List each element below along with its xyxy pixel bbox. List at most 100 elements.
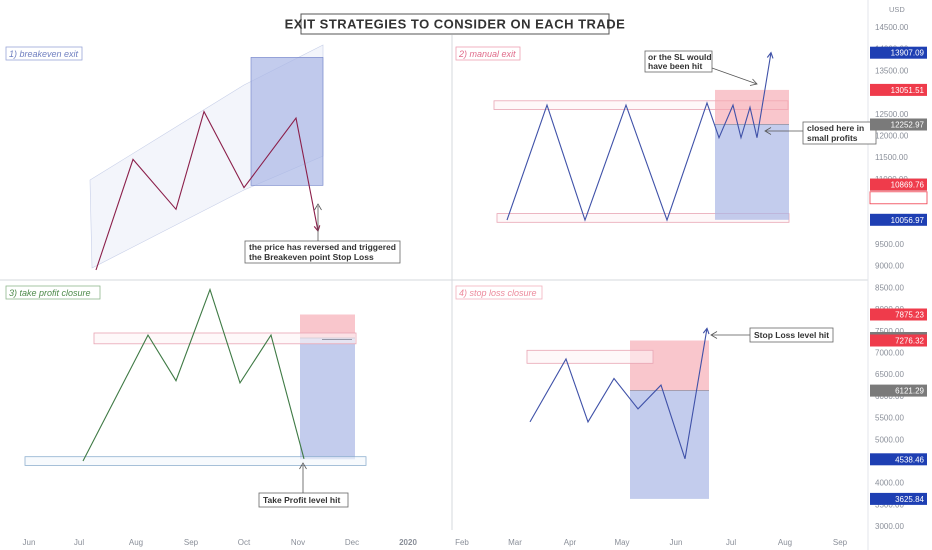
time-label: 2020 <box>399 538 417 547</box>
manual-sl-arrow-line <box>711 67 758 85</box>
price-lines-layer <box>82 51 774 462</box>
price-tick-label: 12500.00 <box>875 110 909 119</box>
chart-title: EXIT STRATEGIES TO CONSIDER ON EACH TRAD… <box>285 13 625 35</box>
breakeven-note-box <box>244 240 401 264</box>
price-tick-label: 8500.00 <box>875 283 904 292</box>
manual-sl-annotation: or the SL would have been hit <box>644 50 758 86</box>
panel-4-price-line <box>529 328 708 459</box>
manual-sl-arrow-head <box>749 78 758 86</box>
price-tag[interactable]: 10056.97 <box>870 213 927 226</box>
price-tag[interactable]: 12252.97 <box>870 118 927 131</box>
price-tag-background <box>870 46 927 59</box>
stop-loss-note-text: Stop Loss level hit <box>754 330 829 340</box>
panel-4-title: 4) stop loss closure <box>459 288 537 298</box>
breakeven-arrow-head <box>314 203 322 211</box>
manual-close-annotation: closed here in small profits <box>764 121 877 145</box>
price-tag-label: 13907.09 <box>891 49 925 58</box>
price-tag[interactable]: 3625.84 <box>870 492 927 505</box>
price-tick-label: 5000.00 <box>875 435 904 444</box>
price-tag[interactable]: 10563.74 <box>869 191 928 205</box>
manual-close-arrow-head <box>764 127 772 135</box>
manual-sl-note-box <box>644 50 713 73</box>
price-tag-label: 6121.29 <box>895 387 924 396</box>
panel-2-label: 2) manual exit <box>455 46 521 61</box>
price-tag[interactable]: 7276.32 <box>870 334 927 347</box>
time-label: Sep <box>184 538 199 547</box>
time-label: Apr <box>564 538 577 547</box>
take-profit-annotation: Take Profit level hit <box>258 462 349 508</box>
price-tag[interactable]: 6121.29 <box>870 384 927 397</box>
stop-loss-note-box <box>749 327 834 343</box>
panel-4-label-box <box>455 285 543 300</box>
price-tick-label: 9000.00 <box>875 262 904 271</box>
panel-3-title: 3) take profit closure <box>9 288 91 298</box>
panel-4-label: 4) stop loss closure <box>455 285 543 300</box>
panel-2-trade-profit-zone <box>715 124 789 220</box>
price-tags[interactable]: 13907.0913051.5112252.9710869.7710869.76… <box>869 46 928 505</box>
time-label: Feb <box>455 538 469 547</box>
panel-3-support-zone <box>24 456 367 466</box>
breakeven-note-line-2: the Breakeven point Stop Loss <box>249 252 374 262</box>
time-label: Mar <box>508 538 522 547</box>
time-label: Dec <box>345 538 359 547</box>
price-tick-label: 4000.00 <box>875 479 904 488</box>
panel-3-label-box <box>5 285 101 300</box>
panel-1-label-box <box>5 46 83 61</box>
price-tag[interactable]: 10869.76 <box>870 178 927 191</box>
time-label: Jun <box>23 538 36 547</box>
panel-4-arrow-head <box>702 327 710 335</box>
time-label: May <box>614 538 629 547</box>
manual-sl-note-line-2: have been hit <box>648 61 702 71</box>
price-tag-label: 12252.97 <box>891 121 925 130</box>
price-tag-label: 10869.76 <box>891 181 925 190</box>
price-tag[interactable]: 13051.51 <box>870 83 927 96</box>
axis-unit-label: USD <box>889 5 905 14</box>
price-tag-label: 10563.74 <box>891 194 925 203</box>
price-tag-label: 13051.51 <box>891 86 925 95</box>
price-tag[interactable]: 7875.23 <box>870 308 927 321</box>
panel-2-label-box <box>455 46 521 61</box>
panel-2-title: 2) manual exit <box>458 49 516 59</box>
panel-2-price-line <box>506 52 772 222</box>
panel-2-trade-loss-zone <box>715 89 789 125</box>
panel-3-label: 3) take profit closure <box>5 285 101 300</box>
price-tick-label: 9500.00 <box>875 240 904 249</box>
price-tag-label: 3625.84 <box>895 495 924 504</box>
panel-3-price-line <box>82 287 305 462</box>
price-tick-label: 7500.00 <box>875 327 904 336</box>
panel-4-resistance-zone <box>526 349 654 364</box>
panel-2-arrow-head <box>766 51 774 59</box>
price-tag-background <box>870 334 927 347</box>
panel-3-trade-loss-zone <box>300 314 355 338</box>
price-tag-label: 4538.46 <box>895 455 924 464</box>
price-tick-label: 12000.00 <box>875 132 909 141</box>
time-label: Aug <box>778 538 792 547</box>
breakeven-annotation: the price has reversed and triggered the… <box>244 203 401 264</box>
price-tag-background <box>870 83 927 96</box>
manual-close-note-box <box>802 121 877 145</box>
price-tag[interactable]: 13907.09 <box>870 46 927 59</box>
price-tick-label: 13500.00 <box>875 66 909 75</box>
price-tick-label: 14500.00 <box>875 23 909 32</box>
price-tick-label: 7000.00 <box>875 349 904 358</box>
breakeven-note-line-1: the price has reversed and triggered <box>249 242 396 252</box>
price-tag-background <box>870 308 927 321</box>
panel-4-trade-loss-zone <box>630 340 709 391</box>
price-tag[interactable]: 4538.46 <box>870 453 927 466</box>
take-profit-note-box <box>258 492 349 508</box>
price-tag-background <box>870 492 927 505</box>
panel-1-title: 1) breakeven exit <box>9 49 79 59</box>
price-tag-background <box>869 191 928 205</box>
take-profit-note-text: Take Profit level hit <box>263 495 340 505</box>
stop-loss-annotation: Stop Loss level hit <box>710 327 834 343</box>
time-label: Jun <box>670 538 683 547</box>
time-label: Jul <box>74 538 84 547</box>
stop-loss-arrow-head <box>710 331 718 339</box>
price-tag-background <box>870 178 927 191</box>
panel-1-price-line <box>95 110 319 271</box>
price-tick-label: 11500.00 <box>875 153 908 162</box>
manual-sl-note-line-1: or the SL would <box>648 52 712 62</box>
panel-1-trade-box <box>250 57 324 186</box>
price-tag-background <box>870 118 927 131</box>
